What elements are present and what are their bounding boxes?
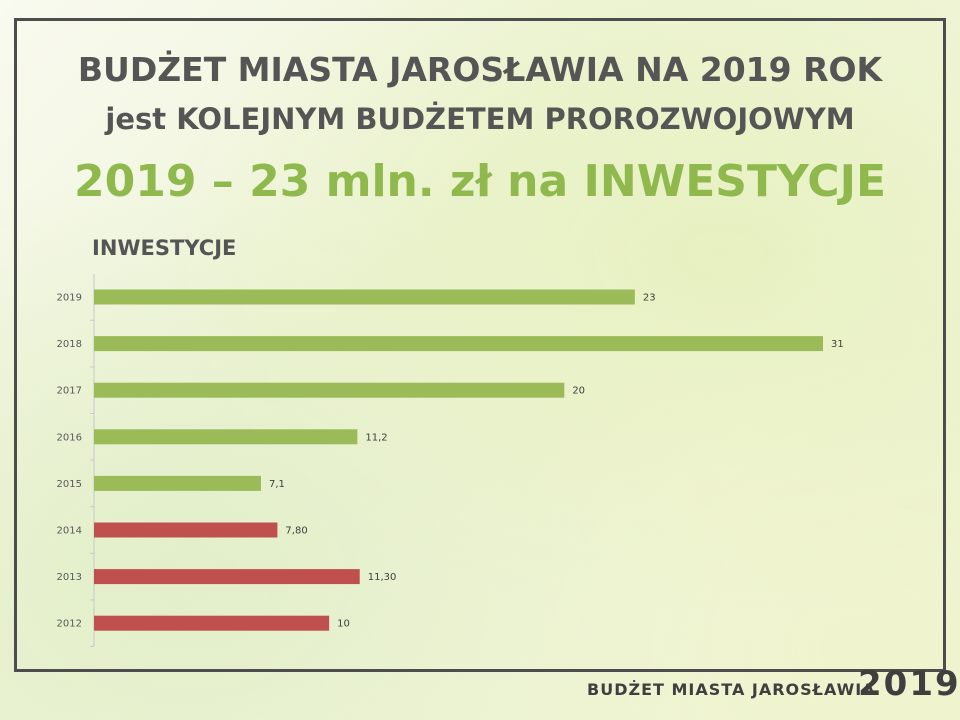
slide-title-line1: BUDŻET MIASTA JAROSŁAWIA NA 2019 ROK: [77, 50, 883, 89]
category-label: 2012: [57, 619, 82, 630]
data-label: 7,80: [285, 526, 307, 537]
data-label: 20: [572, 386, 585, 397]
bar-2015: [94, 475, 261, 491]
slide-title-line2: jest KOLEJNYM BUDŻETEM PROROZWOJOWYM: [105, 102, 855, 136]
chart-title: INWESTYCJE: [92, 236, 237, 260]
category-label: 2014: [57, 526, 82, 537]
bar-2017: [94, 382, 565, 398]
category-label: 2019: [57, 293, 82, 304]
data-label: 11,30: [368, 572, 397, 583]
data-label: 11,2: [365, 432, 387, 443]
data-label: 23: [643, 293, 656, 304]
slide-title-line3: 2019 – 23 mln. zł na INWESTYCJE: [73, 156, 887, 207]
bar-2018: [94, 336, 823, 352]
bars-layer: 2019 23 2018 31 2017 20 2016 11,2 2015 7,1 2014 7,8…: [57, 274, 844, 647]
category-label: 2017: [57, 386, 82, 397]
bar-2016: [94, 429, 358, 445]
category-label: 2016: [57, 432, 82, 443]
bar-2013: [94, 569, 360, 585]
footer-text: BUDŻET MIASTA JAROSŁAWIA: [587, 680, 876, 699]
category-label: 2015: [57, 479, 82, 490]
bar-2014: [94, 522, 278, 538]
category-label: 2013: [57, 572, 82, 583]
data-label: 10: [337, 619, 350, 630]
bar-2012: [94, 615, 330, 631]
footer-year: 2019: [858, 664, 960, 704]
bar-2019: [94, 289, 635, 305]
slide-frame: [14, 18, 946, 672]
data-label: 31: [831, 339, 844, 350]
data-label: 7,1: [269, 479, 285, 490]
category-label: 2018: [57, 339, 82, 350]
